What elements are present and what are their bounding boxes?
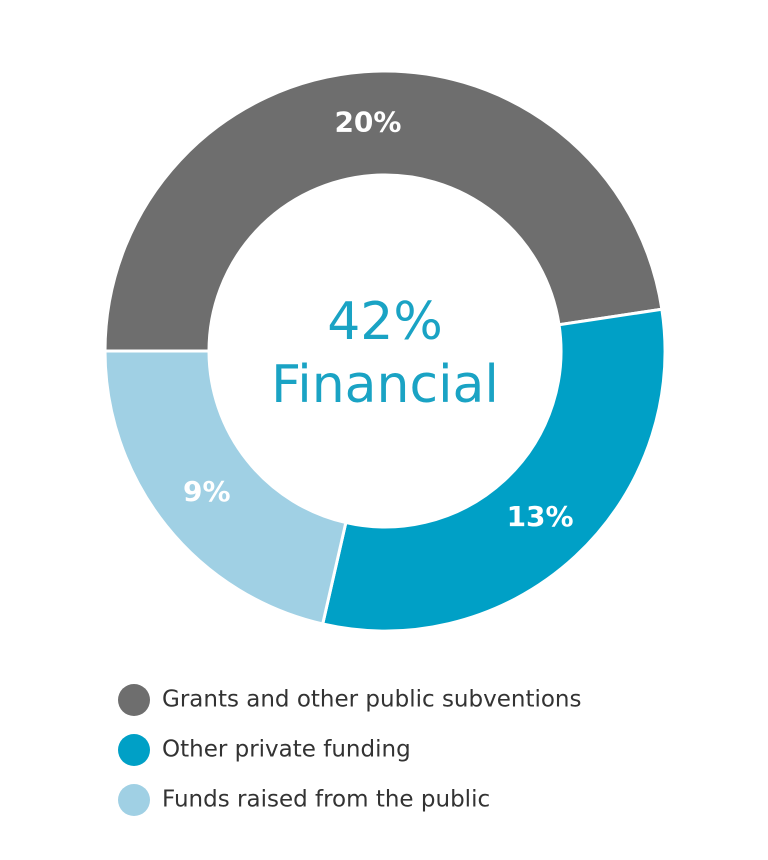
legend-label: Grants and other public subventions <box>162 687 581 713</box>
legend-swatch <box>118 784 150 816</box>
center-value: 42% <box>327 292 443 352</box>
donut-segment <box>103 69 664 353</box>
value-label: 20% <box>334 106 401 139</box>
legend-label: Funds raised from the public <box>162 787 490 813</box>
value-label: 9% <box>183 475 231 508</box>
donut-segment <box>103 349 348 626</box>
legend-label: Other private funding <box>162 737 411 763</box>
legend-swatch <box>118 684 150 716</box>
legend-swatch <box>118 734 150 766</box>
donut-segment <box>320 307 667 633</box>
value-label: 13% <box>507 500 574 533</box>
center-text: Financial <box>271 355 499 415</box>
